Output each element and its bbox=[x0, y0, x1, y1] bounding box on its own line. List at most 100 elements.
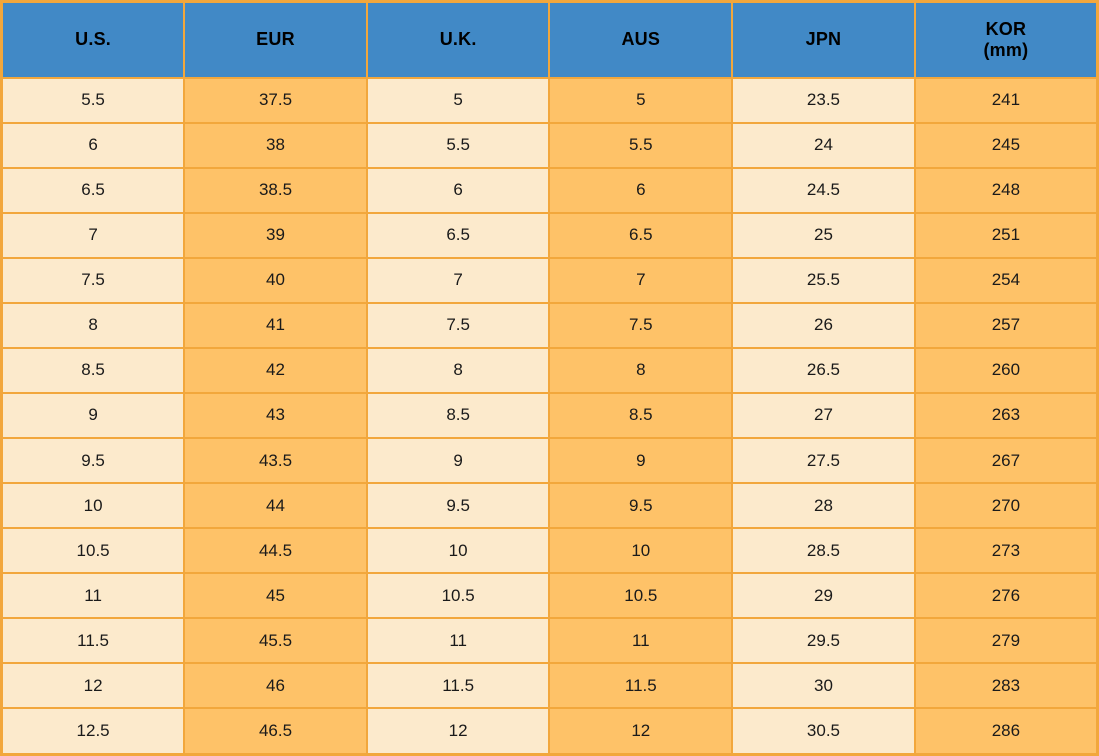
size-cell: 12 bbox=[548, 707, 734, 756]
size-cell: 5.5 bbox=[0, 76, 186, 124]
size-cell: 26.5 bbox=[731, 346, 916, 394]
size-cell: 23.5 bbox=[731, 76, 916, 124]
size-cell: 5.5 bbox=[548, 121, 734, 169]
table-row: 11 45 10.5 10.5 29 276 bbox=[0, 572, 1099, 620]
size-cell: 46 bbox=[183, 662, 368, 710]
size-cell: 30.5 bbox=[731, 707, 916, 756]
table-row: 10 44 9.5 9.5 28 270 bbox=[0, 482, 1099, 530]
size-cell: 12 bbox=[365, 707, 551, 756]
size-cell: 42 bbox=[183, 346, 368, 394]
size-cell: 27 bbox=[731, 391, 916, 440]
size-cell: 43 bbox=[183, 391, 368, 440]
size-cell: 7.5 bbox=[0, 256, 186, 304]
size-cell: 7.5 bbox=[365, 301, 551, 349]
table-row: 6.5 38.5 6 6 24.5 248 bbox=[0, 166, 1099, 214]
size-cell: 6.5 bbox=[365, 211, 551, 259]
size-cell: 24 bbox=[731, 121, 916, 169]
size-cell: 276 bbox=[913, 572, 1099, 620]
size-cell: 10.5 bbox=[0, 527, 186, 575]
size-cell: 45.5 bbox=[183, 617, 368, 665]
size-cell: 9.5 bbox=[365, 482, 551, 530]
size-cell: 27.5 bbox=[731, 436, 916, 485]
size-cell: 6.5 bbox=[548, 211, 734, 259]
size-cell: 260 bbox=[913, 346, 1099, 394]
size-cell: 6 bbox=[0, 121, 186, 169]
size-cell: 10 bbox=[365, 527, 551, 575]
table-row: 8 41 7.5 7.5 26 257 bbox=[0, 301, 1099, 349]
table-header: U.S. EUR U.K. AUS JPN KOR (mm) bbox=[0, 0, 1099, 79]
size-cell: 6 bbox=[548, 166, 734, 214]
size-cell: 25 bbox=[731, 211, 916, 259]
size-cell: 241 bbox=[913, 76, 1099, 124]
size-cell: 9.5 bbox=[0, 436, 186, 485]
size-cell: 7 bbox=[365, 256, 551, 304]
size-cell: 29.5 bbox=[731, 617, 916, 665]
size-cell: 11.5 bbox=[365, 662, 551, 710]
size-cell: 28 bbox=[731, 482, 916, 530]
size-cell: 286 bbox=[913, 707, 1099, 756]
size-cell: 11 bbox=[365, 617, 551, 665]
size-cell: 30 bbox=[731, 662, 916, 710]
size-cell: 11.5 bbox=[0, 617, 186, 665]
column-header-label: KOR bbox=[985, 18, 1027, 39]
header-row: U.S. EUR U.K. AUS JPN KOR (mm) bbox=[0, 0, 1099, 79]
column-header-us: U.S. bbox=[0, 0, 186, 79]
table-row: 11.5 45.5 11 11 29.5 279 bbox=[0, 617, 1099, 665]
table-row: 8.5 42 8 8 26.5 260 bbox=[0, 346, 1099, 394]
size-cell: 9 bbox=[0, 391, 186, 440]
size-cell: 10.5 bbox=[548, 572, 734, 620]
size-cell: 46.5 bbox=[183, 707, 368, 756]
size-cell: 279 bbox=[913, 617, 1099, 665]
size-cell: 257 bbox=[913, 301, 1099, 349]
table-row: 7 39 6.5 6.5 25 251 bbox=[0, 211, 1099, 259]
size-cell: 8.5 bbox=[0, 346, 186, 394]
size-cell: 9 bbox=[365, 436, 551, 485]
table-row: 5.5 37.5 5 5 23.5 241 bbox=[0, 76, 1099, 124]
table-row: 7.5 40 7 7 25.5 254 bbox=[0, 256, 1099, 304]
size-cell: 245 bbox=[913, 121, 1099, 169]
column-header-label: U.S. bbox=[75, 29, 111, 50]
size-cell: 8 bbox=[365, 346, 551, 394]
size-cell: 9 bbox=[548, 436, 734, 485]
table-row: 9.5 43.5 9 9 27.5 267 bbox=[0, 436, 1099, 485]
size-cell: 10.5 bbox=[365, 572, 551, 620]
size-cell: 44.5 bbox=[183, 527, 368, 575]
size-cell: 37.5 bbox=[183, 76, 368, 124]
size-cell: 7 bbox=[0, 211, 186, 259]
size-cell: 12 bbox=[0, 662, 186, 710]
column-header-label: JPN bbox=[805, 29, 842, 50]
size-cell: 12.5 bbox=[0, 707, 186, 756]
size-cell: 8.5 bbox=[365, 391, 551, 440]
size-cell: 273 bbox=[913, 527, 1099, 575]
size-cell: 5 bbox=[548, 76, 734, 124]
table-row: 12.5 46.5 12 12 30.5 286 bbox=[0, 707, 1099, 756]
size-cell: 41 bbox=[183, 301, 368, 349]
size-cell: 11 bbox=[548, 617, 734, 665]
size-cell: 44 bbox=[183, 482, 368, 530]
size-cell: 267 bbox=[913, 436, 1099, 485]
table-row: 12 46 11.5 11.5 30 283 bbox=[0, 662, 1099, 710]
size-cell: 10 bbox=[548, 527, 734, 575]
column-header-uk: U.K. bbox=[365, 0, 551, 79]
size-cell: 7 bbox=[548, 256, 734, 304]
size-cell: 7.5 bbox=[548, 301, 734, 349]
size-cell: 11.5 bbox=[548, 662, 734, 710]
size-cell: 248 bbox=[913, 166, 1099, 214]
table-row: 10.5 44.5 10 10 28.5 273 bbox=[0, 527, 1099, 575]
table-row: 6 38 5.5 5.5 24 245 bbox=[0, 121, 1099, 169]
size-cell: 254 bbox=[913, 256, 1099, 304]
size-cell: 38 bbox=[183, 121, 368, 169]
size-cell: 43.5 bbox=[183, 436, 368, 485]
size-cell: 5 bbox=[365, 76, 551, 124]
size-cell: 6 bbox=[365, 166, 551, 214]
size-cell: 6.5 bbox=[0, 166, 186, 214]
size-cell: 11 bbox=[0, 572, 186, 620]
size-cell: 8.5 bbox=[548, 391, 734, 440]
column-header-sublabel: (mm) bbox=[983, 39, 1029, 60]
size-cell: 10 bbox=[0, 482, 186, 530]
size-cell: 24.5 bbox=[731, 166, 916, 214]
size-cell: 40 bbox=[183, 256, 368, 304]
column-header-eur: EUR bbox=[183, 0, 368, 79]
